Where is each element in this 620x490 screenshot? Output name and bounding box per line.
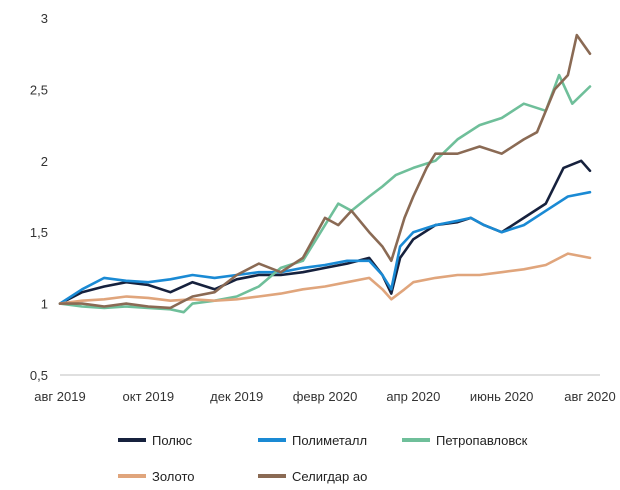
series-line-2 (58, 190, 592, 305)
x-tick-label: авг 2020 (564, 389, 615, 404)
y-tick-label: 1 (41, 297, 48, 312)
y-tick-label: 1,5 (30, 225, 48, 240)
series-line-1 (58, 159, 592, 305)
series-layer (58, 33, 592, 314)
axes: 0,5 1 1,5 2 2,5 3 авг 2019 окт 2019 дек 2019 февр… (30, 11, 616, 404)
x-tick-label: февр 2020 (293, 389, 358, 404)
series-line-4 (58, 252, 592, 305)
legend-label: Полиметалл (292, 433, 367, 448)
y-tick-label: 2 (41, 154, 48, 169)
x-tick-label: апр 2020 (386, 389, 440, 404)
legend-label: Селигдар ао (292, 469, 367, 484)
legend-label: Полюс (152, 433, 193, 448)
legend: Полюс Полиметалл Петропавловск Золото Селигд… (118, 433, 528, 484)
x-tick-label: дек 2019 (210, 389, 263, 404)
y-tick-label: 0,5 (30, 368, 48, 383)
legend-label: Золото (152, 469, 195, 484)
series-line-5 (58, 33, 592, 310)
x-tick-label: июнь 2020 (470, 389, 534, 404)
series-line-3 (58, 73, 592, 314)
y-tick-label: 2,5 (30, 82, 48, 97)
x-tick-label: окт 2019 (123, 389, 175, 404)
legend-label: Петропавловск (436, 433, 528, 448)
x-tick-label: авг 2019 (34, 389, 85, 404)
y-tick-label: 3 (41, 11, 48, 26)
